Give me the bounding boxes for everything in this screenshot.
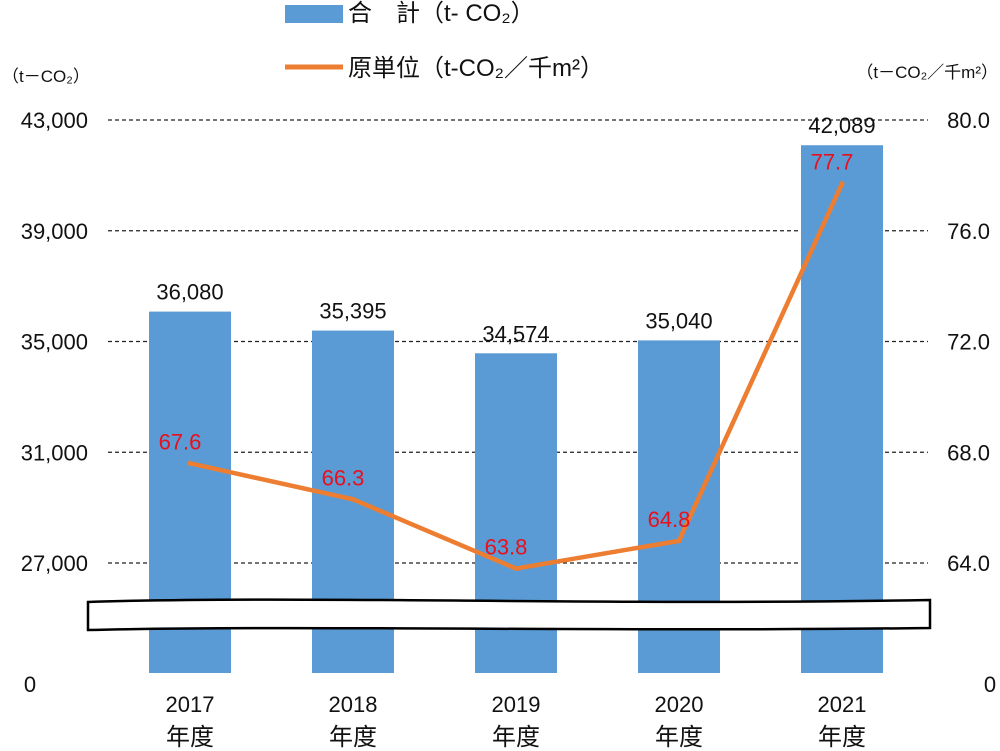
right-tick-label: 64.0 — [947, 551, 990, 576]
left-axis-unit: （t－CO₂） — [2, 67, 90, 86]
line-value-label: 63.8 — [485, 535, 528, 560]
bars — [149, 145, 883, 673]
axis-break-band — [86, 598, 932, 632]
line-value-labels: 67.6 66.3 63.8 64.8 77.7 — [159, 150, 854, 560]
right-axis-unit: （t－CO₂／千m²） — [856, 63, 998, 82]
line-value-label: 64.8 — [648, 507, 691, 532]
x-tick-year: 2020 — [655, 692, 704, 717]
line-value-label: 67.6 — [159, 429, 202, 454]
left-tick-label: 27,000 — [21, 551, 88, 576]
axis-break — [86, 598, 932, 632]
left-tick-label: 31,000 — [21, 440, 88, 465]
x-tick-suffix: 年度 — [655, 724, 703, 751]
legend-bar-label: 合 計（t- CO₂） — [348, 0, 535, 27]
bar-value-label: 35,040 — [645, 308, 712, 333]
line-point — [187, 460, 193, 466]
right-tick-label: 68.0 — [947, 440, 990, 465]
right-tick-label: 76.0 — [947, 219, 990, 244]
x-tick-year: 2019 — [492, 692, 541, 717]
legend-bar-swatch — [285, 5, 343, 23]
left-axis-zero: 0 — [24, 672, 36, 697]
bar-value-labels: 36,080 35,395 34,574 35,040 42,089 — [156, 113, 875, 346]
bar-value-label: 35,395 — [319, 299, 386, 324]
x-tick-suffix: 年度 — [818, 724, 866, 751]
x-axis-labels: 2017 年度 2018 年度 2019 年度 2020 年度 2021 年度 — [166, 692, 867, 751]
x-tick-year: 2021 — [818, 692, 867, 717]
right-axis-ticks: 64.0 68.0 72.0 76.0 80.0 — [947, 108, 990, 576]
right-axis-zero: 0 — [984, 672, 996, 697]
line-series — [187, 181, 845, 572]
x-tick-suffix: 年度 — [492, 724, 540, 751]
line-point — [513, 566, 519, 572]
line-point — [839, 181, 845, 187]
legend: 合 計（t- CO₂） 原単位（t-CO₂／千m²） — [285, 0, 604, 82]
line-point — [676, 538, 682, 544]
bar-value-label: 34,574 — [482, 321, 549, 346]
x-tick-suffix: 年度 — [166, 724, 214, 751]
x-tick-year: 2018 — [329, 692, 378, 717]
line-value-label: 77.7 — [811, 150, 854, 175]
x-tick-year: 2017 — [166, 692, 215, 717]
left-tick-label: 43,000 — [21, 108, 88, 133]
bar — [801, 145, 883, 673]
left-tick-label: 39,000 — [21, 219, 88, 244]
right-tick-label: 72.0 — [947, 330, 990, 355]
line-point — [350, 496, 356, 502]
line-value-label: 66.3 — [322, 465, 365, 490]
bar-value-label: 36,080 — [156, 280, 223, 305]
bar-value-label: 42,089 — [808, 113, 875, 138]
left-axis-ticks: 27,000 31,000 35,000 39,000 43,000 — [21, 108, 88, 576]
legend-line-label: 原単位（t-CO₂／千m²） — [348, 55, 604, 82]
left-tick-label: 35,000 — [21, 330, 88, 355]
right-tick-label: 80.0 — [947, 108, 990, 133]
x-tick-suffix: 年度 — [329, 724, 377, 751]
